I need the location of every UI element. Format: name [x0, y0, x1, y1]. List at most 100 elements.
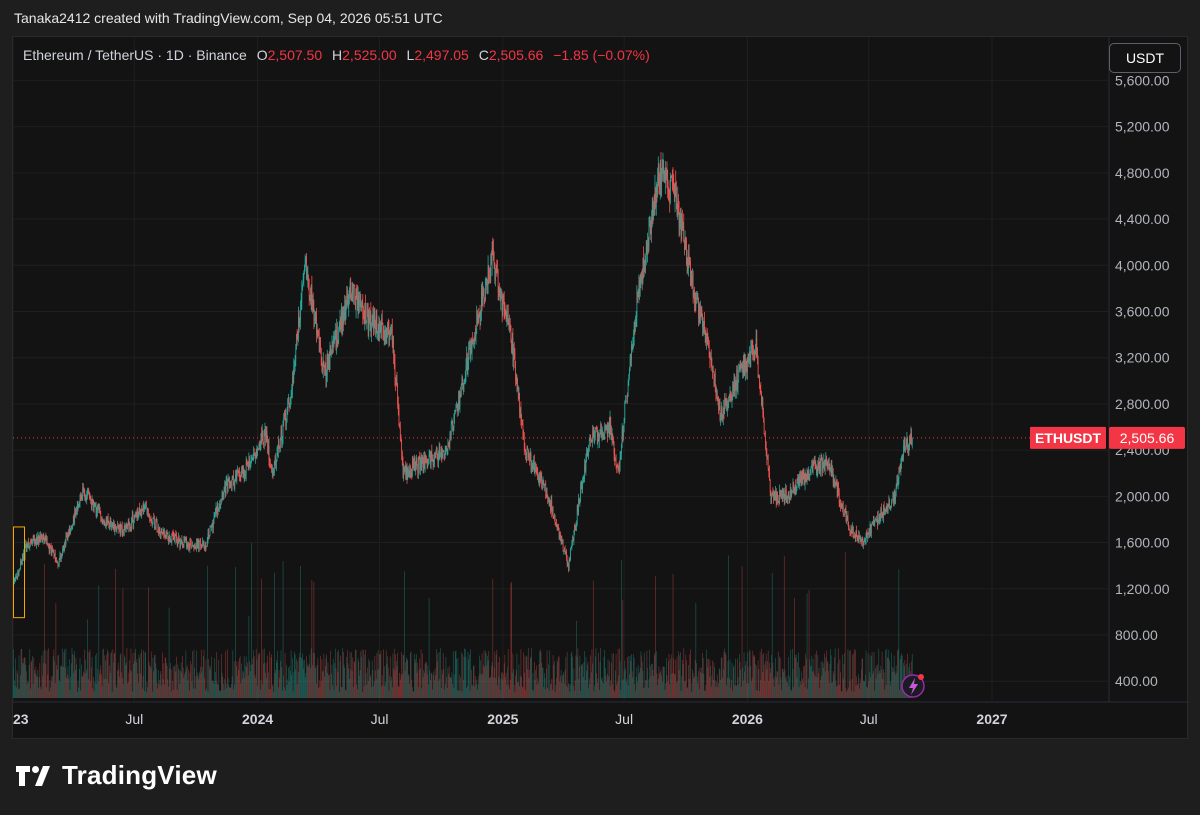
candle-body — [81, 495, 83, 499]
price-chart[interactable]: 5,600.005,200.004,800.004,400.004,000.00… — [13, 37, 1189, 740]
volume-bar — [867, 687, 868, 698]
volume-bar — [739, 654, 740, 698]
candle-body — [205, 545, 207, 547]
volume-bar — [263, 648, 265, 698]
volume-bar — [584, 651, 585, 698]
candle-body — [422, 459, 423, 463]
volume-bar — [503, 674, 504, 698]
candle-body — [14, 578, 16, 581]
candle-body — [493, 260, 495, 264]
volume-bar — [371, 660, 373, 698]
candle-body — [13, 580, 15, 584]
volume-bar — [595, 648, 597, 698]
candle-body — [33, 538, 35, 540]
candle-body — [600, 424, 602, 430]
candle-body — [907, 438, 908, 450]
volume-bar — [360, 651, 362, 698]
candle-body — [106, 519, 108, 525]
volume-bar — [857, 683, 859, 698]
candle-body — [16, 576, 18, 580]
volume-bar — [799, 667, 801, 698]
volume-bar — [349, 652, 351, 698]
chart-frame[interactable]: 5,600.00 5,200.00 4,800.00 4,400.00 4,000.00… — [12, 36, 1189, 740]
candle-body — [65, 535, 67, 544]
volume-bar — [136, 659, 138, 698]
volume-bar — [567, 687, 569, 698]
candle-body — [794, 485, 796, 494]
volume-bar — [568, 682, 569, 698]
volume-bar — [332, 658, 334, 698]
volume-bar — [871, 656, 872, 698]
volume-bar — [627, 685, 629, 698]
volume-bar — [405, 657, 407, 698]
volume-bar — [46, 650, 48, 698]
candle-body — [197, 540, 199, 546]
volume-bar — [798, 687, 800, 698]
candle-body — [36, 538, 38, 545]
volume-bar — [863, 680, 865, 698]
candle-body — [691, 273, 693, 285]
volume-bar — [331, 664, 333, 698]
volume-bar — [485, 650, 486, 698]
candle-body — [618, 466, 620, 471]
candle-body — [653, 201, 654, 216]
volume-bar — [40, 689, 42, 698]
volume-bar — [24, 657, 25, 698]
candle-body — [549, 500, 551, 503]
volume-bar — [230, 687, 232, 698]
candle-body — [507, 314, 508, 318]
candle-body — [726, 404, 728, 411]
volume-bar — [401, 673, 403, 698]
volume-bar — [316, 665, 318, 698]
volume-bar — [187, 680, 189, 698]
candle-body — [419, 458, 421, 469]
volume-bar — [713, 662, 715, 698]
candle-body — [477, 311, 478, 323]
candle-body — [319, 337, 321, 351]
volume-bar — [643, 652, 645, 698]
candle-body — [422, 462, 424, 468]
volume-bar — [861, 658, 863, 698]
candle-body — [519, 393, 520, 413]
volume-bar — [305, 673, 307, 698]
candle-body — [385, 327, 386, 342]
candle-body — [624, 402, 626, 421]
candle-body — [682, 218, 683, 230]
candle-body — [97, 508, 98, 513]
volume-bar — [552, 655, 554, 698]
volume-bar — [183, 677, 185, 698]
volume-bar — [215, 680, 217, 698]
volume-bar — [62, 666, 64, 698]
candle-body — [304, 265, 305, 273]
candle-body — [123, 526, 125, 534]
candle-body — [558, 530, 560, 538]
volume-bar — [173, 689, 175, 698]
candle-body — [496, 267, 498, 270]
volume-bar — [186, 664, 188, 698]
candle-body — [629, 367, 630, 375]
volume-bar — [167, 679, 169, 698]
volume-bar — [886, 648, 888, 698]
volume-bar — [66, 677, 67, 698]
volume-bar — [91, 667, 92, 698]
volume-bar — [497, 685, 498, 698]
volume-bar — [517, 682, 519, 698]
volume-bar — [569, 691, 571, 698]
tradingview-brand[interactable]: TradingView — [16, 760, 217, 791]
candle-body — [715, 385, 717, 396]
volume-bar — [341, 686, 343, 698]
candle-body — [58, 564, 59, 566]
candle-body — [862, 541, 864, 545]
currency-button[interactable]: USDT — [1109, 43, 1181, 73]
candle-body — [470, 345, 472, 355]
candle-body — [367, 308, 368, 310]
y-tick-label: 2,800.00 — [1115, 396, 1170, 412]
volume-bar — [675, 659, 677, 698]
legend-symbol[interactable]: Ethereum / TetherUS · 1D · Binance — [23, 47, 247, 63]
candle-body — [577, 506, 579, 513]
candle-body — [135, 514, 136, 517]
candle-body — [95, 503, 96, 505]
candle-body — [768, 468, 770, 472]
volume-bar — [757, 690, 758, 698]
candle-body — [525, 455, 527, 461]
